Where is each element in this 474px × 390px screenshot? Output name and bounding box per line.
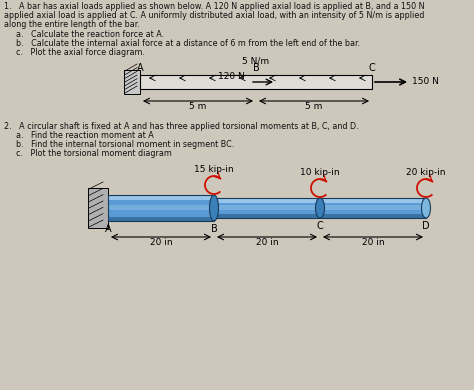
Text: D: D [422,221,430,231]
Bar [214,199,320,203]
Bar [140,75,372,89]
Text: c.   Plot the torsional moment diagram: c. Plot the torsional moment diagram [16,149,172,158]
Text: 10 kip-in: 10 kip-in [300,168,340,177]
Text: 15 kip-in: 15 kip-in [194,165,234,174]
Bar [214,205,320,210]
Bar [108,195,214,221]
Text: 20 in: 20 in [150,238,173,247]
Text: A: A [137,63,143,73]
Bar [320,199,426,203]
Text: C: C [317,221,323,231]
Text: 2.   A circular shaft is fixed at A and has three applied torsional moments at B: 2. A circular shaft is fixed at A and ha… [4,122,359,131]
Ellipse shape [210,195,219,221]
Text: B: B [253,63,259,73]
Ellipse shape [421,198,430,218]
Text: A: A [105,224,111,234]
Ellipse shape [316,198,325,218]
Bar [320,198,426,218]
Bar [88,188,108,228]
Text: along the entire length of the bar.: along the entire length of the bar. [4,20,140,29]
Text: 20 kip-in: 20 kip-in [406,168,446,177]
Text: applied axial load is applied at C. A uniformly distributed axial load, with an : applied axial load is applied at C. A un… [4,11,424,20]
Text: 1.   A bar has axial loads applied as shown below. A 120 N applied axial load is: 1. A bar has axial loads applied as show… [4,2,425,11]
Bar [214,214,320,218]
Bar [214,198,320,218]
Text: 5 m: 5 m [189,102,207,111]
Bar [320,198,426,218]
Bar [320,205,426,210]
Text: b.   Find the internal torsional moment in segment BC.: b. Find the internal torsional moment in… [16,140,234,149]
Text: B: B [210,224,218,234]
Bar [124,70,140,94]
Bar [320,214,426,218]
Bar [108,205,214,210]
Text: 120 N: 120 N [218,72,245,81]
Bar [214,198,320,218]
Bar [108,195,214,221]
Text: 150 N: 150 N [412,78,439,87]
Bar [108,196,214,200]
Text: a.   Calculate the reaction force at A.: a. Calculate the reaction force at A. [16,30,164,39]
Text: 5 N/m: 5 N/m [242,56,270,65]
Text: 20 in: 20 in [255,238,278,247]
Text: a.   Find the reaction moment at A: a. Find the reaction moment at A [16,131,154,140]
Text: 5 m: 5 m [305,102,323,111]
Text: c.   Plot the axial force diagram.: c. Plot the axial force diagram. [16,48,145,57]
Text: 20 in: 20 in [362,238,384,247]
Bar [108,217,214,221]
Text: C: C [369,63,375,73]
Text: b.   Calculate the internal axial force at a distance of 6 m from the left end o: b. Calculate the internal axial force at… [16,39,360,48]
